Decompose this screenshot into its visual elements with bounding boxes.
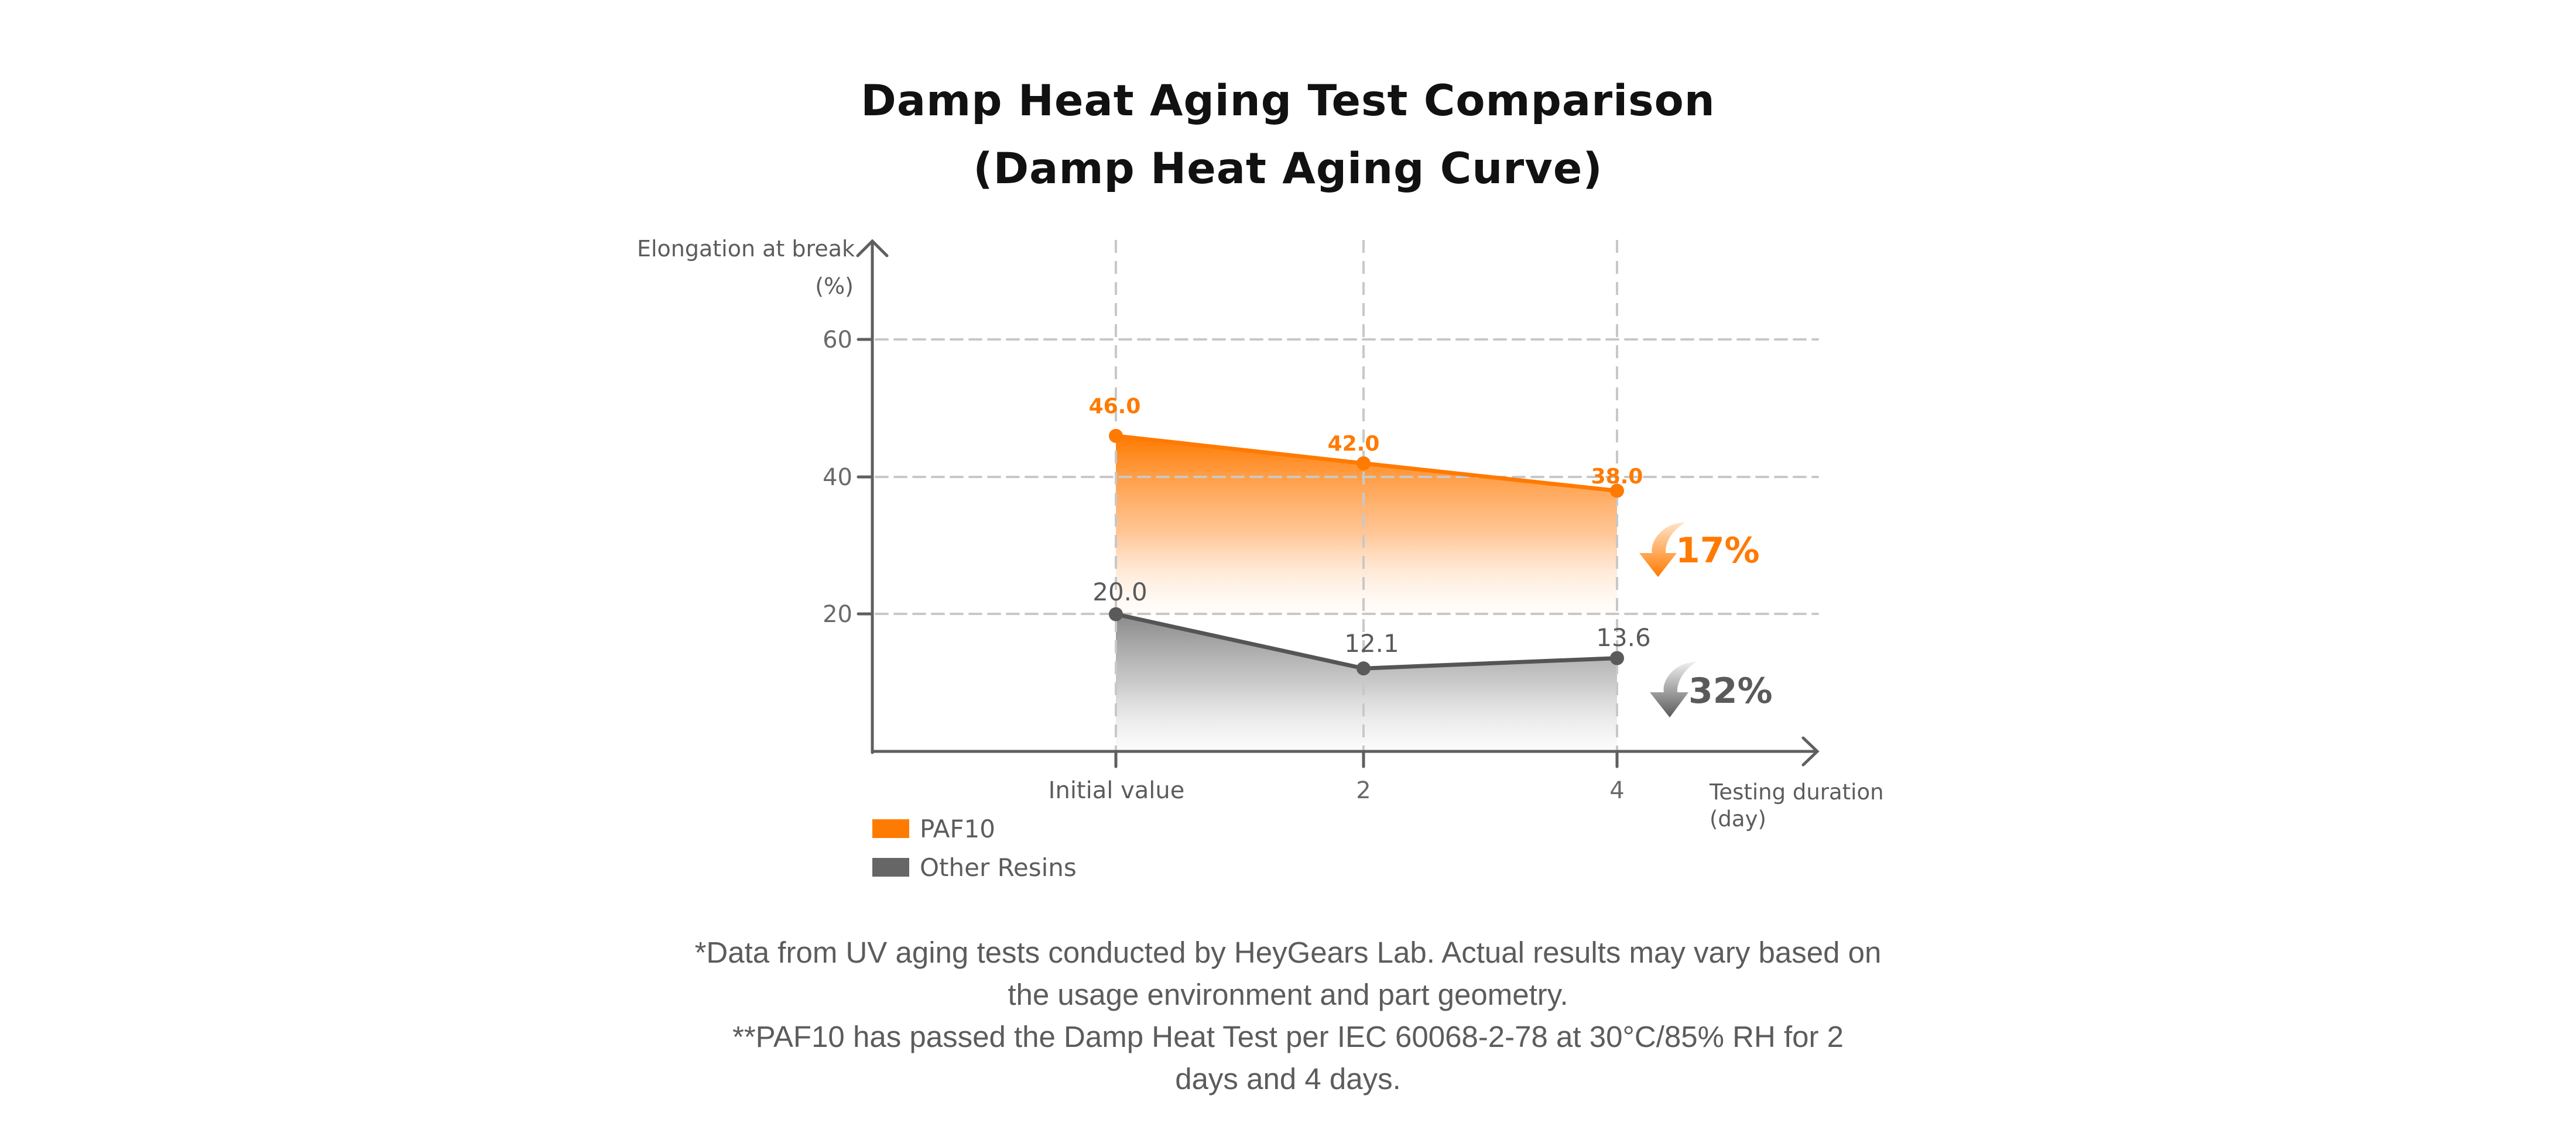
paf10-points bbox=[1109, 428, 1624, 498]
paf10-point bbox=[1109, 428, 1123, 443]
paf10-label-1: 42.0 bbox=[1328, 432, 1380, 456]
down-arrow-icon bbox=[1639, 523, 1685, 577]
x-axis-title: Testing duration bbox=[1709, 779, 1884, 805]
footnote-text: *Data from UV aging tests conducted by H… bbox=[694, 936, 1882, 1011]
chart-title: Damp Heat Aging Test Comparison bbox=[861, 76, 1715, 126]
y-axis-unit: (%) bbox=[815, 273, 854, 299]
paf10-point bbox=[1610, 483, 1624, 498]
paf10-decrease-value: 17% bbox=[1676, 530, 1760, 571]
other-label-1: 12.1 bbox=[1344, 629, 1399, 658]
other-label-0: 20.0 bbox=[1092, 578, 1147, 606]
y-tick-20: 20 bbox=[823, 601, 852, 628]
footnote-text: **PAF10 has passed the Damp Heat Test pe… bbox=[732, 1020, 1844, 1096]
other-resins-decrease-value: 32% bbox=[1688, 671, 1773, 712]
chart-subtitle: (Damp Heat Aging Curve) bbox=[973, 144, 1603, 194]
legend-label: Other Resins bbox=[920, 853, 1077, 882]
footnote-data-source: *Data from UV aging tests conducted by H… bbox=[0, 932, 2576, 1016]
paf10-decrease-badge: 17% bbox=[1639, 523, 1760, 577]
other-resins-area bbox=[1116, 614, 1617, 751]
legend-swatch-gray bbox=[872, 858, 909, 877]
y-axis bbox=[856, 239, 889, 754]
other-resins-point bbox=[1356, 661, 1371, 676]
x-axis bbox=[871, 736, 1820, 768]
other-resins-points bbox=[1109, 607, 1624, 676]
legend-label: PAF10 bbox=[920, 814, 995, 843]
y-tick-60: 60 bbox=[823, 327, 852, 353]
other-resins-decrease-badge: 32% bbox=[1650, 662, 1773, 717]
down-arrow-icon bbox=[1650, 662, 1697, 717]
other-label-2: 13.6 bbox=[1596, 623, 1651, 652]
other-resins-point bbox=[1610, 651, 1624, 665]
paf10-point bbox=[1356, 456, 1371, 471]
x-tick-2: 2 bbox=[1356, 777, 1371, 804]
x-tick-4: 4 bbox=[1609, 777, 1624, 804]
other-resins-point bbox=[1109, 607, 1123, 621]
x-axis-unit: (day) bbox=[1710, 806, 1766, 832]
horizontal-gridlines bbox=[875, 338, 1819, 615]
legend-item-paf10: PAF10 bbox=[872, 814, 995, 843]
paf10-area bbox=[1116, 435, 1617, 614]
footnote-certification: **PAF10 has passed the Damp Heat Test pe… bbox=[0, 1016, 2576, 1100]
y-axis-title: Elongation at break bbox=[637, 236, 855, 262]
legend-item-other-resins: Other Resins bbox=[872, 853, 1077, 882]
x-tick-initial: Initial value bbox=[1049, 777, 1185, 804]
y-tick-40: 40 bbox=[823, 464, 852, 491]
paf10-label-2: 38.0 bbox=[1591, 465, 1643, 489]
paf10-label-0: 46.0 bbox=[1089, 394, 1141, 418]
legend-swatch-orange bbox=[872, 819, 909, 838]
